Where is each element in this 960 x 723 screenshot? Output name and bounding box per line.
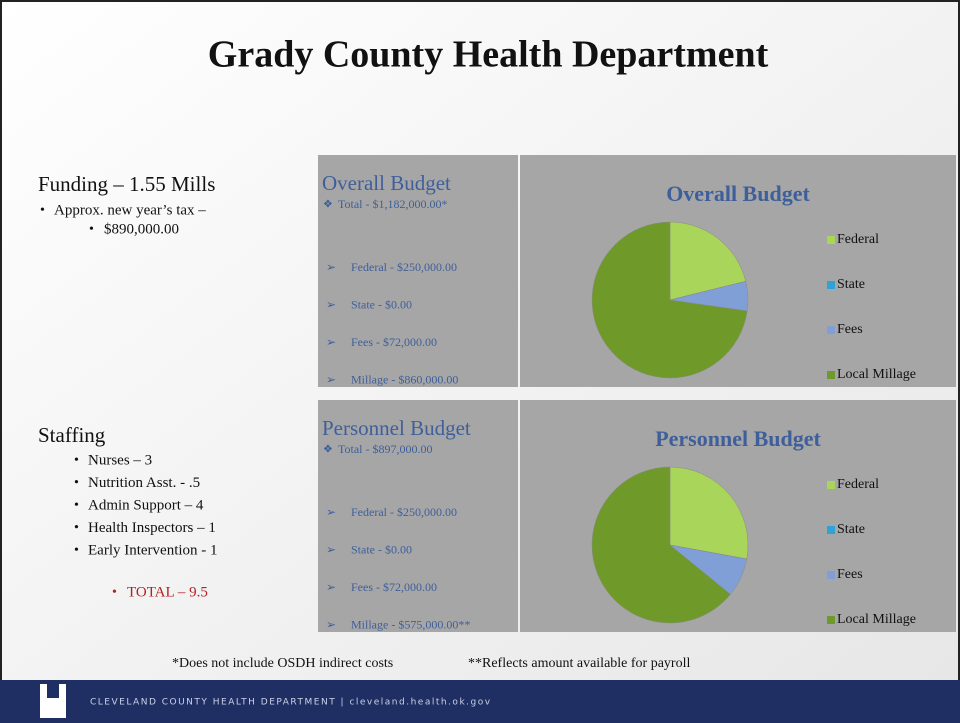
footer-text: CLEVELAND COUNTY HEALTH DEPARTMENT | cle… [90,698,492,708]
bullet: • [40,203,45,218]
bullet: • [112,585,117,600]
legend-swatch [827,281,835,289]
bullet: • [74,498,79,513]
staffing-total: TOTAL – 9.5 [127,584,208,600]
chart-title: Personnel Budget [655,426,821,451]
funding-subitem: $890,000.00 [104,221,179,237]
note: **Reflects amount available for payroll [468,656,690,671]
budget-item: Federal - $250,000.00 [351,260,457,274]
budget-item: Federal - $250,000.00 [351,505,457,519]
pie-slice [669,466,749,560]
staffing-item: Nutrition Asst. - .5 [88,475,200,491]
pie-slice [591,221,748,379]
legend-label: Fees [837,322,863,337]
bullet: • [74,453,79,468]
budget-heading: Personnel Budget [322,416,471,440]
budget-item: Millage - $860,000.00 [351,372,458,386]
legend-swatch [827,481,835,489]
budget-text-panel [318,155,518,387]
arrow: ➢ [326,372,336,386]
budget-item: State - $0.00 [351,542,412,556]
legend-label: Federal [837,232,879,247]
footer-bar [0,680,960,723]
diamond: ❖ [323,444,333,456]
budget-item: State - $0.00 [351,297,412,311]
arrow: ➢ [326,580,336,594]
note: *Does not include OSDH indirect costs [172,656,393,671]
legend-label: State [837,277,865,292]
arrow: ➢ [326,505,336,519]
staffing-item: Early Intervention - 1 [88,542,218,558]
legend-swatch [827,571,835,579]
budget-total: Total - $1,182,000.00* [338,197,447,211]
legend-label: Local Millage [837,367,916,382]
staffing-heading: Staffing [38,423,106,447]
budget-text-panel [318,400,518,632]
budget-item: Fees - $72,000.00 [351,335,437,349]
funding-heading: Funding – 1.55 Mills [38,172,215,196]
staffing-item: Admin Support – 4 [88,497,204,513]
arrow: ➢ [326,335,336,349]
legend-swatch [827,371,835,379]
legend-label: Federal [837,477,879,492]
bullet: • [74,521,79,536]
staffing-item: Health Inspectors – 1 [88,520,216,536]
title: Grady County Health Department [208,34,769,76]
pie-slice [669,221,747,301]
legend-swatch [827,236,835,244]
arrow: ➢ [326,260,336,274]
logo-notch [47,684,59,698]
legend-swatch [827,526,835,534]
legend-label: Local Millage [837,612,916,627]
staffing-item: Nurses – 3 [88,452,152,468]
funding-item: Approx. new year’s tax – [54,202,206,218]
legend-label: State [837,522,865,537]
chart-title: Overall Budget [666,181,810,206]
budget-total: Total - $897,000.00 [338,442,432,456]
legend-swatch [827,326,835,334]
diamond: ❖ [323,199,333,211]
bullet: • [89,222,94,237]
arrow: ➢ [326,617,336,631]
legend-label: Fees [837,567,863,582]
arrow: ➢ [326,297,336,311]
bullet: • [74,543,79,558]
pie-slice [591,466,731,624]
legend-swatch [827,616,835,624]
arrow: ➢ [326,542,336,556]
budget-heading: Overall Budget [322,171,451,195]
budget-item: Millage - $575,000.00** [351,617,470,631]
budget-item: Fees - $72,000.00 [351,580,437,594]
bullet: • [74,476,79,491]
